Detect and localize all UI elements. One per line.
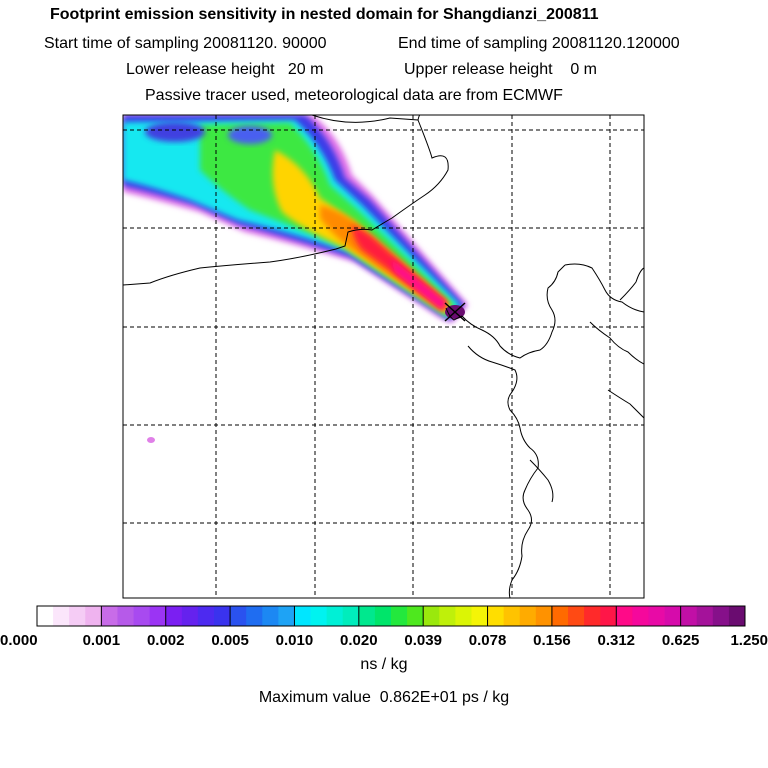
colorbar-cell bbox=[101, 606, 118, 626]
colorbar-cell bbox=[85, 606, 102, 626]
colorbar-cell bbox=[53, 606, 70, 626]
upper-release-height-label: Upper release height 0 m bbox=[404, 61, 597, 78]
end-time-label: End time of sampling 20081120.120000 bbox=[398, 35, 680, 52]
colorbar-cell bbox=[181, 606, 199, 626]
colorbar-cell bbox=[197, 606, 215, 626]
colorbar-cell bbox=[423, 606, 440, 626]
plume-blue-patch-1 bbox=[145, 122, 205, 142]
colorbar-cell bbox=[326, 606, 344, 626]
plume-magenta-core bbox=[390, 258, 446, 310]
colorbar-cell bbox=[455, 606, 472, 626]
colorbar-cell bbox=[246, 606, 263, 626]
colorbar-cell bbox=[407, 606, 424, 626]
receptor-marker-stroke-2 bbox=[444, 302, 466, 322]
colorbar-tick-label: 0.312 bbox=[597, 632, 635, 649]
colorbar-cell bbox=[664, 606, 682, 626]
colorbar-cell bbox=[69, 606, 86, 626]
receptor-marker bbox=[444, 302, 466, 322]
colorbar-tick-label: 0.020 bbox=[340, 632, 378, 649]
colorbar-tick-label: 0.002 bbox=[147, 632, 185, 649]
coastline-8 bbox=[607, 389, 644, 419]
colorbar-cell bbox=[632, 606, 649, 626]
colorbar-tick-label: 0.005 bbox=[211, 632, 249, 649]
colorbar-tick-label: 0.625 bbox=[662, 632, 700, 649]
colorbar-cell bbox=[37, 606, 54, 626]
colorbar-cell bbox=[712, 606, 730, 626]
colorbar-cell bbox=[149, 606, 167, 626]
colorbar-cell bbox=[696, 606, 714, 626]
coastline-5 bbox=[467, 345, 539, 598]
colorbar-cell bbox=[519, 606, 537, 626]
colorbar-tick-label: 0.156 bbox=[533, 632, 571, 649]
colorbar-cell bbox=[278, 606, 295, 626]
colorbar-cell bbox=[535, 606, 553, 626]
colorbar-cell bbox=[568, 606, 585, 626]
tracer-info-label: Passive tracer used, meteorological data… bbox=[145, 87, 563, 104]
colorbar-cell bbox=[600, 606, 617, 626]
colorbar-cell bbox=[439, 606, 456, 626]
colorbar-cell bbox=[342, 606, 360, 626]
colorbar-cell bbox=[584, 606, 601, 626]
colorbar-tick-label: 0.000 bbox=[0, 632, 38, 649]
colorbar-cell bbox=[294, 606, 311, 626]
colorbar-cell bbox=[680, 606, 698, 626]
colorbar-cell bbox=[503, 606, 521, 626]
colorbar bbox=[37, 606, 746, 626]
colorbar-cell bbox=[310, 606, 328, 626]
coastline-1 bbox=[123, 115, 449, 286]
plume-blue-patch-2 bbox=[228, 126, 272, 144]
start-time-label: Start time of sampling 20081120. 90000 bbox=[44, 35, 327, 52]
maximum-value-label: Maximum value 0.862E+01 ps / kg bbox=[258, 689, 510, 706]
colorbar-units-label: ns / kg bbox=[360, 656, 408, 673]
colorbar-cell bbox=[391, 606, 408, 626]
map-area bbox=[123, 115, 644, 598]
colorbar-cell bbox=[471, 606, 488, 626]
coastline-10 bbox=[619, 267, 644, 301]
coastline-4 bbox=[461, 264, 566, 359]
coastline-9 bbox=[529, 459, 554, 503]
colorbar-frame bbox=[36, 605, 746, 627]
colorbar-cell bbox=[117, 606, 134, 626]
colorbar-tick-label: 0.039 bbox=[404, 632, 442, 649]
colorbar-cell bbox=[214, 606, 231, 626]
colorbar-cell bbox=[728, 606, 746, 626]
coastline-6 bbox=[564, 263, 644, 313]
map-grid bbox=[123, 115, 644, 598]
coastline-2 bbox=[417, 115, 425, 121]
colorbar-tick-labels: 0.000 0.001 0.002 0.005 0.010 0.020 0.039 0.078… bbox=[0, 632, 768, 649]
colorbar-cell bbox=[165, 606, 183, 626]
colorbar-cell bbox=[230, 606, 247, 626]
colorbar-cell bbox=[616, 606, 633, 626]
coastlines bbox=[123, 115, 644, 598]
chart-title: Footprint emission sensitivity in nested… bbox=[50, 6, 599, 23]
coastline-7 bbox=[589, 321, 644, 365]
colorbar-cell bbox=[358, 606, 376, 626]
colorbar-cell bbox=[262, 606, 279, 626]
colorbar-tick-label: 1.250 bbox=[730, 632, 768, 649]
lower-release-height-label: Lower release height 20 m bbox=[126, 61, 324, 78]
map-frame bbox=[122, 114, 645, 599]
colorbar-major-dividers bbox=[100, 606, 682, 626]
colorbar-tick-label: 0.001 bbox=[83, 632, 121, 649]
colorbar-tick-label: 0.010 bbox=[276, 632, 314, 649]
colorbar-cell bbox=[551, 606, 569, 626]
footprint-plume bbox=[123, 115, 468, 443]
colorbar-cell bbox=[133, 606, 151, 626]
colorbar-cell bbox=[648, 606, 665, 626]
isolated-spot bbox=[147, 437, 155, 443]
colorbar-cell bbox=[487, 606, 505, 626]
colorbar-cell bbox=[374, 606, 392, 626]
colorbar-tick-label: 0.078 bbox=[469, 632, 507, 649]
